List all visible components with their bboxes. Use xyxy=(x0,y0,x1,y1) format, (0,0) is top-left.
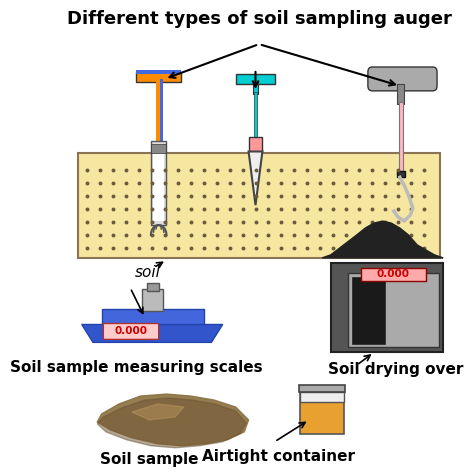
Bar xyxy=(348,273,439,347)
Text: Soil sample: Soil sample xyxy=(100,452,199,467)
Bar xyxy=(399,102,403,174)
Polygon shape xyxy=(248,151,263,205)
Polygon shape xyxy=(132,404,184,420)
Text: 0.000: 0.000 xyxy=(376,269,410,279)
Bar xyxy=(301,392,344,402)
Polygon shape xyxy=(97,398,246,448)
Bar xyxy=(146,283,159,291)
Bar xyxy=(301,392,344,434)
Polygon shape xyxy=(82,324,223,342)
Bar xyxy=(248,137,263,151)
Text: Soil drying over: Soil drying over xyxy=(328,362,463,377)
Text: 0.000: 0.000 xyxy=(115,326,147,336)
Bar xyxy=(151,140,166,225)
Polygon shape xyxy=(97,394,248,446)
Bar xyxy=(101,308,204,324)
FancyBboxPatch shape xyxy=(78,154,440,258)
Bar xyxy=(151,143,166,154)
Bar xyxy=(154,143,164,221)
Text: Different types of soil sampling auger: Different types of soil sampling auger xyxy=(66,10,451,28)
FancyBboxPatch shape xyxy=(103,324,159,340)
Bar xyxy=(397,171,405,177)
FancyBboxPatch shape xyxy=(368,67,437,91)
Bar xyxy=(361,268,426,281)
Bar xyxy=(299,385,346,392)
Text: soil: soil xyxy=(135,265,160,280)
Bar xyxy=(136,72,181,82)
Text: Airtight container: Airtight container xyxy=(202,449,356,464)
Text: Soil sample measuring scales: Soil sample measuring scales xyxy=(10,360,263,375)
Bar xyxy=(254,92,257,139)
Bar xyxy=(253,82,258,94)
Bar xyxy=(160,79,163,143)
Bar xyxy=(352,277,385,344)
Bar xyxy=(142,289,163,311)
Bar xyxy=(236,74,275,84)
Polygon shape xyxy=(322,221,443,258)
Bar xyxy=(156,79,160,143)
Bar xyxy=(136,70,181,74)
Bar xyxy=(331,263,443,352)
Bar xyxy=(397,84,404,104)
